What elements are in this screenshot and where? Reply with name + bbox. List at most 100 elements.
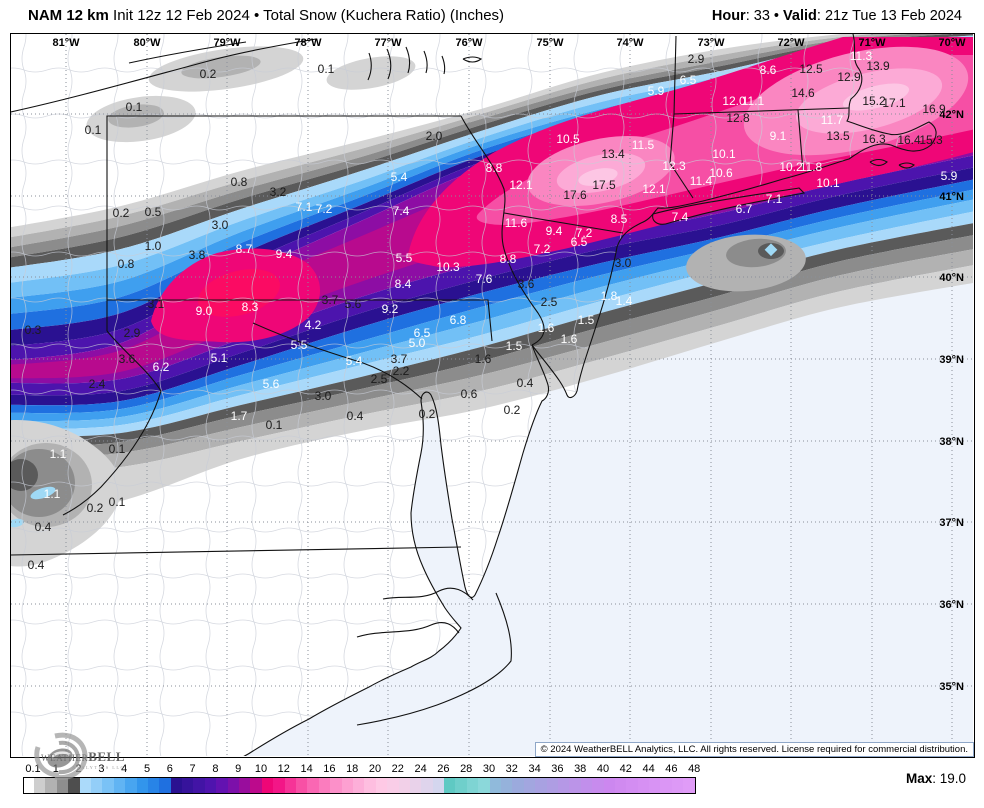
colorbar-segment [444, 778, 456, 793]
snow-value-label: 1.6 [561, 332, 578, 346]
snow-value-label: 0.2 [200, 67, 217, 81]
snow-value-label: 2.5 [541, 295, 558, 309]
snow-value-label: 8.8 [500, 252, 517, 266]
snow-value-label: 4.2 [305, 318, 322, 332]
colorbar-segment [273, 778, 285, 793]
snow-value-label: 10.1 [816, 176, 840, 190]
snow-value-label: 7.2 [316, 202, 333, 216]
colorbar-segment [660, 778, 672, 793]
snow-value-label: 6.5 [571, 235, 588, 249]
snow-value-label: 17.5 [592, 178, 616, 192]
snow-value-label: 11.6 [505, 216, 528, 230]
lon-tick-label: 74°W [616, 37, 644, 49]
colorbar-segment [147, 778, 160, 793]
snow-value-label: 3.2 [270, 185, 287, 199]
colorbar-tick-label: 7 [189, 763, 196, 775]
lat-tick-label: 38°N [939, 436, 964, 448]
valid-label: Valid [783, 8, 817, 24]
snow-value-label: 10.2 [779, 160, 803, 174]
colorbar-segment [387, 778, 399, 793]
snow-value-label: 9.2 [382, 302, 399, 316]
snow-value-label: 0.6 [461, 387, 478, 401]
max-value: Max: 19.0 [905, 771, 966, 786]
snow-value-label: 5.6 [345, 297, 362, 311]
snow-value-label: 6.5 [680, 73, 697, 87]
snow-value-label: 12.3 [662, 159, 686, 173]
snow-value-label: 3.6 [119, 352, 136, 366]
snow-value-label: 13.5 [826, 129, 850, 143]
lat-tick-label: 37°N [939, 517, 964, 529]
colorbar-segment [398, 778, 410, 793]
colorbar-tick-label: 48 [688, 763, 701, 775]
colorbar-segment [159, 778, 171, 793]
colorbar-segment [671, 778, 684, 793]
colorbar-segment [182, 778, 194, 793]
copyright-notice: © 2024 WeatherBELL Analytics, LLC. All r… [534, 742, 974, 757]
lon-tick-label: 78°W [294, 37, 322, 49]
snow-value-label: 0.2 [419, 407, 436, 421]
colorbar-segment [113, 778, 126, 793]
colorbar-tick-label: 18 [346, 763, 359, 775]
colorbar-tick-label: 46 [665, 763, 678, 775]
colorbar-tick-label: 20 [368, 763, 382, 775]
colorbar-tick-label: 36 [551, 763, 564, 775]
snow-value-label: 0.1 [109, 495, 126, 509]
snow-value-label: 3.0 [315, 389, 332, 403]
snow-value-label: 0.1 [318, 62, 335, 76]
map-frame: 81°W 80°W 79°W 78°W 77°W 76°W 75°W 74°W 73°W 72°W… [10, 33, 975, 781]
model-name: NAM 12 km [28, 7, 109, 24]
county-lines [11, 34, 936, 756]
snow-value-label: 1.1 [50, 447, 67, 461]
colorbar-segment [295, 778, 308, 793]
snow-value-label: 16.4 [897, 133, 921, 147]
header: NAM 12 km Init 12z 12 Feb 2024 • Total S… [0, 0, 984, 33]
snow-value-label: 0.3 [25, 323, 42, 337]
snow-value-label: 2.5 [371, 372, 388, 386]
colorbar-tick-label: 22 [391, 763, 404, 775]
colorbar-tick-label: 44 [642, 763, 655, 775]
lon-tick-label: 81°W [52, 37, 80, 49]
snow-value-label: 11.7 [821, 113, 844, 127]
snow-value-label: 8.8 [486, 161, 503, 175]
snow-value-label: 11.3 [850, 49, 873, 63]
snow-value-label: 0.8 [231, 175, 248, 189]
snow-value-label: 7.1 [296, 200, 313, 214]
snow-value-label: 5.9 [941, 169, 958, 183]
snow-value-label: 15.2 [862, 94, 886, 108]
snow-value-label: 0.2 [87, 501, 104, 515]
snow-value-label: 6.7 [736, 202, 753, 216]
colorbar-tick-label: 3 [98, 763, 105, 775]
snow-value-label: 12.1 [642, 182, 666, 196]
colorbar-tick-label: 8 [212, 763, 219, 775]
valid-value: : 21z Tue 13 Feb 2024 [816, 8, 962, 24]
snow-value-label: 8.5 [611, 212, 628, 226]
colorbar-segment [364, 778, 376, 793]
colorbar-segment [102, 778, 114, 793]
colorbar-segment [649, 778, 661, 793]
colorbar-segment [489, 778, 502, 793]
colorbar-segment [535, 778, 547, 793]
snow-value-label: 16.3 [862, 132, 886, 146]
snow-value-label: 14.6 [791, 86, 815, 100]
snow-value-label: 0.8 [118, 257, 135, 271]
colorbar-tick-label: 14 [300, 763, 313, 775]
snow-value-label: 13.4 [601, 147, 625, 161]
colorbar-segment [24, 778, 34, 793]
snow-value-label: 2.0 [426, 129, 443, 143]
colorbar-tick-label: 0.1 [25, 763, 41, 775]
logo-text: WEATHERBELL ANALYTICS LLC [41, 749, 125, 770]
snow-value-label: 1.4 [616, 294, 633, 308]
lat-tick-label: 42°N [939, 109, 964, 121]
hour-label: Hour [711, 8, 746, 24]
snow-value-label: 12.1 [509, 178, 533, 192]
snow-value-label: 9.4 [546, 224, 563, 238]
colorbar-segment [284, 778, 296, 793]
snow-value-label: 7.2 [576, 226, 593, 240]
colorbar: 0.1 1 2 3 4 5 6 7 8 9 10 12 14 16 18 20 22 24 26 28 30 32 34 36… [23, 763, 723, 799]
snow-value-label: 11.8 [800, 160, 823, 174]
colorbar-segment [614, 778, 627, 793]
lon-tick-label: 73°W [697, 37, 725, 49]
snow-value-label: 2.9 [124, 326, 141, 340]
snow-value-label: 5.9 [648, 84, 665, 98]
